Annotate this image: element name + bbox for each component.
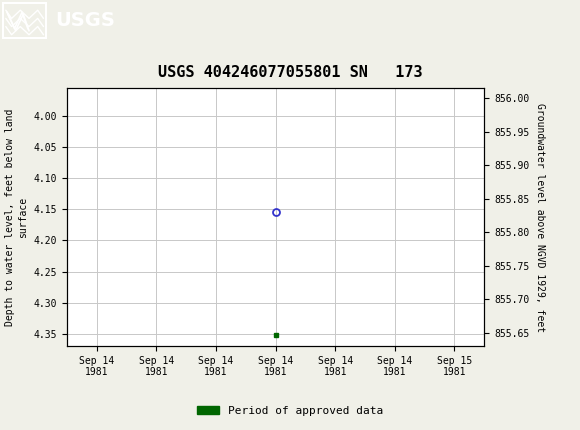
Y-axis label: Groundwater level above NGVD 1929, feet: Groundwater level above NGVD 1929, feet [535,103,545,332]
Bar [3,3,46,37]
Text: USGS 404246077055801 SN   173: USGS 404246077055801 SN 173 [158,65,422,80]
Y-axis label: Depth to water level, feet below land
surface: Depth to water level, feet below land su… [5,108,28,326]
Text: USGS: USGS [55,11,115,30]
Legend: Period of approved data: Period of approved data [193,401,387,420]
